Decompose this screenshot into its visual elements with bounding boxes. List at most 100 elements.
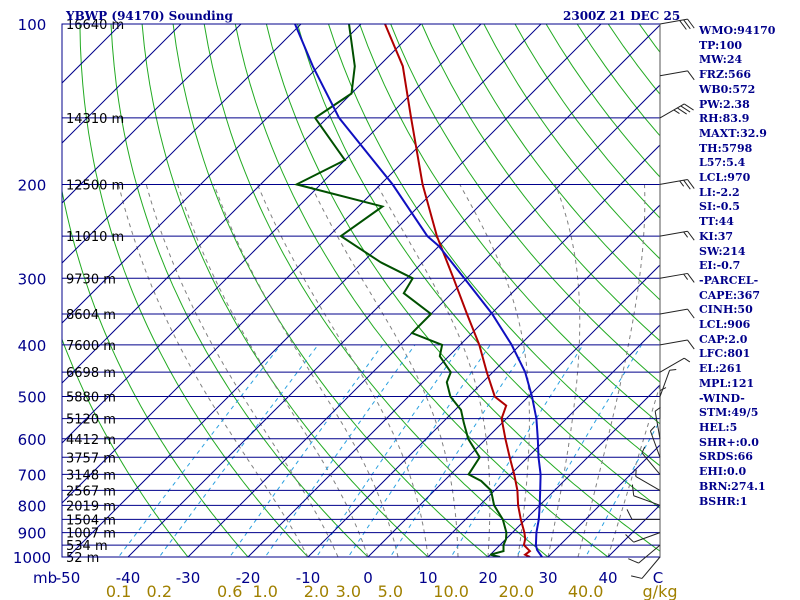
wind-barb: [659, 103, 694, 119]
station-title: YBWP (94170) Sounding: [66, 9, 233, 23]
mixing-ratio-line: [229, 344, 383, 557]
height-label: 1504 m: [66, 513, 116, 528]
stat-line: CAPE:367: [699, 288, 760, 302]
isotherm: [62, 24, 182, 144]
stat-line: HEL:5: [699, 420, 738, 434]
wind-barb: [649, 425, 661, 458]
mixing-ratio-line: [515, 344, 642, 557]
stat-line: MPL:121: [699, 376, 755, 390]
height-label: 11010 m: [66, 230, 124, 245]
height-label: 16640 m: [66, 18, 124, 33]
unit-mb-label: mb: [33, 569, 57, 587]
height-label: 9730 m: [66, 272, 116, 287]
height-label: 7600 m: [66, 339, 116, 354]
isotherm: [247, 144, 660, 557]
temperature-tick-label: 0: [363, 569, 373, 587]
dry-adiabat: [297, 24, 660, 509]
dewpoint-profile: [293, 24, 508, 557]
wind-barb: [659, 230, 695, 241]
isotherm: [367, 264, 660, 557]
dry-adiabat: [203, 24, 549, 557]
wind-barb: [628, 544, 661, 564]
dry-adiabat: [79, 24, 309, 557]
dry-adiabat: [483, 24, 660, 260]
wind-barb: [659, 339, 695, 350]
pressure-label: 300: [18, 270, 47, 288]
temperature-tick-label: 30: [538, 569, 557, 587]
mixing-ratio-line: [585, 419, 660, 557]
mixing-ratio-label: 5.0: [378, 582, 403, 600]
stat-line: FRZ:566: [699, 68, 752, 82]
isotherm: [487, 384, 660, 557]
pressure-label: 900: [18, 525, 47, 543]
mixing-ratio-line: [158, 344, 319, 557]
stat-line: LI:-2.2: [699, 185, 740, 199]
isotherm: [62, 24, 242, 204]
stat-line: SHR+:0.0: [699, 435, 759, 449]
height-label: 52 m: [66, 551, 99, 566]
mixing-ratio-label: 3.0: [336, 582, 361, 600]
stat-line: EL:261: [699, 362, 743, 376]
stat-line: LFC:801: [699, 347, 751, 361]
isotherm: [0, 24, 1, 557]
height-label: 534 m: [66, 539, 108, 554]
stat-line: KI:37: [699, 229, 734, 243]
height-label: 2019 m: [66, 499, 116, 514]
isotherm: [547, 444, 660, 557]
wind-barb: [641, 446, 661, 475]
wind-barb: [659, 18, 695, 30]
temperature-tick-label: -10: [296, 569, 321, 587]
wind-barb: [659, 179, 695, 190]
mixing-ratio-label: 0.6: [217, 582, 242, 600]
stat-line: RH:83.9: [699, 112, 750, 126]
isotherm: [67, 24, 602, 557]
pressure-label: 700: [18, 466, 47, 484]
stat-line: TP:100: [699, 38, 743, 52]
wind-barb: [631, 484, 661, 506]
isotherm: [62, 24, 302, 264]
height-label: 3757 m: [66, 451, 116, 466]
pressure-label: 100: [18, 16, 47, 34]
wind-barb: [626, 509, 660, 520]
isotherm: [62, 24, 482, 444]
pressure-label: 600: [18, 431, 47, 449]
height-label: 5120 m: [66, 413, 116, 428]
dry-adiabat: [172, 24, 489, 557]
temperature-tick-label: 20: [478, 569, 497, 587]
mixing-ratio-line: [450, 344, 584, 557]
mixing-ratio-line: [117, 344, 282, 557]
mixing-ratio-label: 0.1: [106, 582, 131, 600]
dry-adiabat: [141, 24, 429, 557]
dry-adiabat: [421, 24, 660, 342]
stat-line: SI:-0.5: [699, 200, 740, 214]
stat-line: SRDS:66: [699, 450, 753, 464]
dry-adiabat: [390, 24, 660, 383]
wind-barb: [659, 369, 677, 397]
moist-adiabat: [376, 184, 491, 557]
stat-line: PW:2.38: [699, 97, 750, 111]
stat-line: CAP:2.0: [699, 332, 748, 346]
observation-time: 2300Z 21 DEC 25: [563, 9, 681, 23]
wind-barb: [631, 556, 661, 579]
stat-line: MW:24: [699, 53, 743, 67]
temperature-tick-label: -30: [176, 569, 201, 587]
pressure-label: 200: [18, 176, 47, 194]
dry-adiabat: [62, 188, 249, 557]
isotherm: [307, 204, 660, 557]
mixing-ratio-label: 0.2: [147, 582, 172, 600]
temperature-tick-label: -50: [56, 569, 81, 587]
temperature-tick-label: -40: [116, 569, 141, 587]
pressure-label: 800: [18, 497, 47, 515]
wind-barb: [625, 532, 661, 543]
mixing-ratio-label: 40.0: [568, 582, 604, 600]
height-label: 3148 m: [66, 468, 116, 483]
stat-line: WB0:572: [699, 82, 756, 96]
moist-adiabat: [145, 184, 339, 557]
isotherm: [62, 24, 422, 384]
sounding-indices-panel: WMO:94170 TP:100 MW:24 FRZ:566 WB0:572 PW:2.3…: [699, 24, 799, 509]
temperature-tick-label: 40: [598, 569, 617, 587]
dry-adiabat: [452, 24, 660, 301]
temperature-tick-label: 10: [418, 569, 437, 587]
dry-adiabat: [359, 24, 660, 425]
